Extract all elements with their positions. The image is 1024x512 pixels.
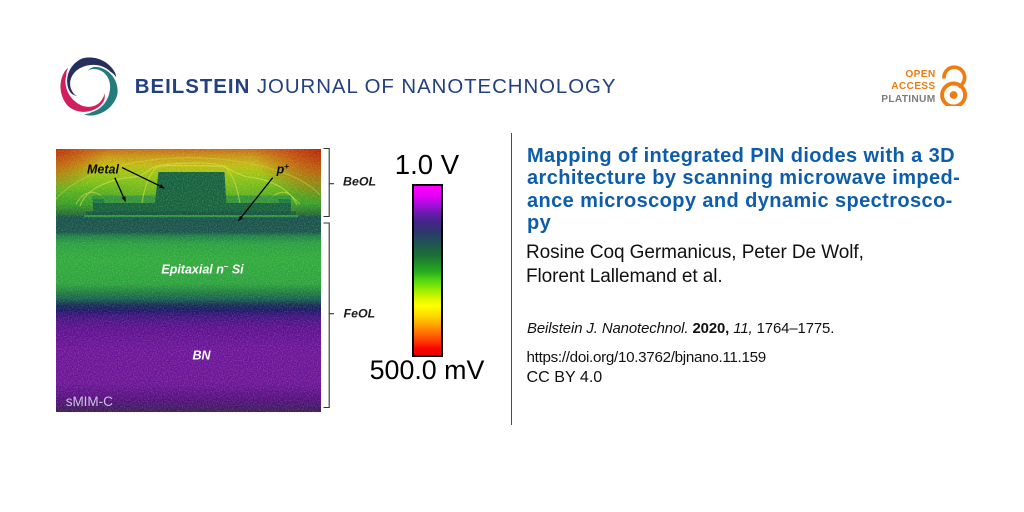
- svg-text:BeOL: BeOL: [343, 174, 376, 188]
- svg-text:Metal: Metal: [87, 162, 119, 176]
- svg-text:sMIM-C: sMIM-C: [66, 394, 113, 409]
- svg-text:Epitaxial n– Si: Epitaxial n– Si: [161, 262, 244, 277]
- svg-text:BN: BN: [192, 348, 211, 362]
- svg-text:FeOL: FeOL: [344, 307, 376, 321]
